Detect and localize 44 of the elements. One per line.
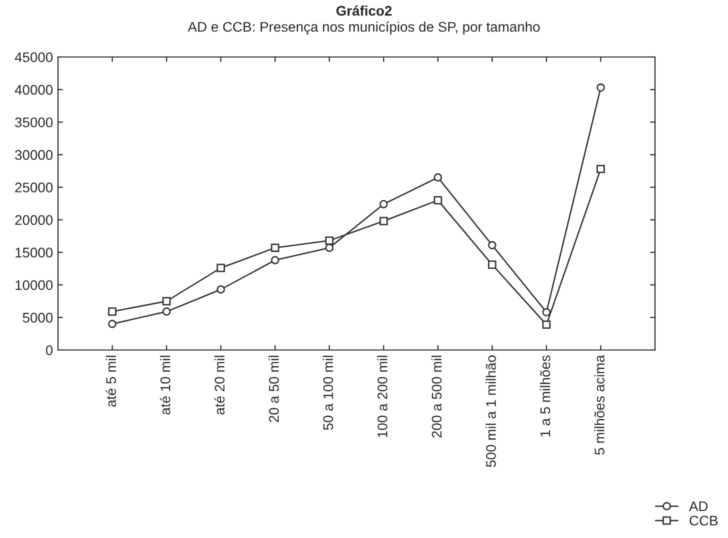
x-tick-label: até 5 mil xyxy=(106,356,116,407)
y-tick-label: 45000 xyxy=(14,52,53,62)
point xyxy=(270,244,280,252)
point xyxy=(216,264,225,272)
x-tick-label: 500 mil a 1 milhão xyxy=(486,355,496,468)
point xyxy=(108,307,116,316)
y-tick-label: 5000 xyxy=(22,312,53,323)
x-tick-label: 200 a 500 mil xyxy=(431,356,442,438)
y-tick-label: 40000 xyxy=(14,84,53,95)
point xyxy=(488,241,496,250)
legend-label: CCB xyxy=(690,516,718,526)
point xyxy=(434,196,442,204)
y-tick-label: 35000 xyxy=(15,117,53,128)
point xyxy=(542,320,551,329)
x-tick-label: até 10 mil xyxy=(160,356,170,414)
point xyxy=(596,164,605,174)
point xyxy=(325,244,334,252)
point xyxy=(542,308,551,316)
chart-subtitle: AD e CCB: Presença nos municípios de SP, por tamanho xyxy=(188,21,540,35)
point xyxy=(108,320,116,328)
y-tick-label: 20000 xyxy=(15,215,53,225)
point xyxy=(162,307,171,316)
y-tick-label: 0 xyxy=(46,345,53,356)
y-tick-label: 30000 xyxy=(15,150,53,160)
point xyxy=(488,260,496,269)
point xyxy=(162,297,171,306)
point xyxy=(216,285,225,294)
x-tick-label: até 20 mil xyxy=(214,356,225,414)
point xyxy=(325,236,334,245)
x-tick-label: 20 a 50 mil xyxy=(268,356,279,422)
x-tick-label: 50 a 100 mil xyxy=(322,356,334,430)
chart-title: Gráfico2 xyxy=(336,5,392,16)
point xyxy=(379,200,388,208)
x-tick-label: 100 a 200 mil xyxy=(377,356,388,438)
x-tick-label: 5 milhões acima xyxy=(594,354,604,455)
y-tick-label: 10000 xyxy=(16,280,53,290)
point xyxy=(379,216,388,226)
point xyxy=(434,173,442,182)
y-tick-label: 15000 xyxy=(16,248,53,258)
legend-label: AD xyxy=(688,502,708,512)
point xyxy=(270,256,280,264)
point xyxy=(596,83,605,92)
y-tick-label: 25000 xyxy=(15,182,53,192)
x-tick-label: 1 a 5 milhões xyxy=(540,355,550,436)
